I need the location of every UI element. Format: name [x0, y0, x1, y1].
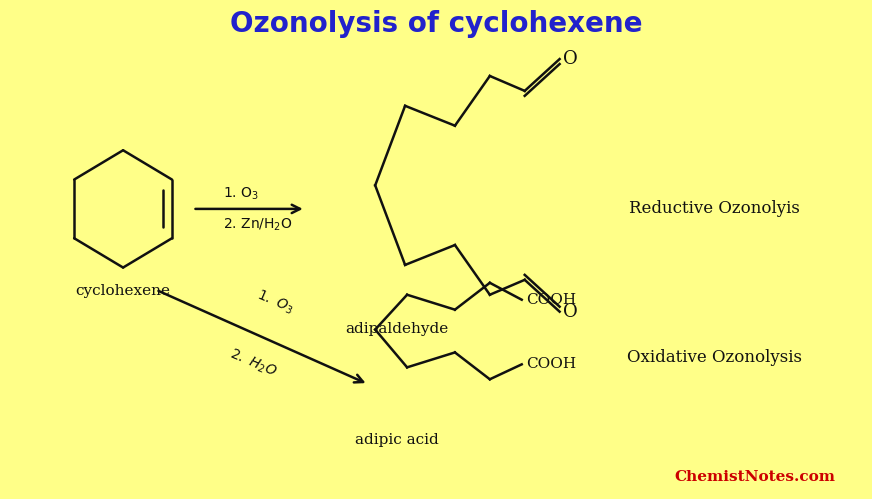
Text: COOH: COOH [526, 357, 576, 371]
Text: $\mathit{2.\ H_2O}$: $\mathit{2.\ H_2O}$ [228, 346, 280, 381]
Text: Ozonolysis of cyclohexene: Ozonolysis of cyclohexene [229, 10, 643, 38]
Text: Reductive Ozonolyis: Reductive Ozonolyis [629, 201, 800, 218]
Text: COOH: COOH [526, 293, 576, 307]
Text: 2. Zn/H$_2$O: 2. Zn/H$_2$O [223, 216, 293, 233]
Text: adipic acid: adipic acid [355, 433, 439, 447]
Text: 1. O$_3$: 1. O$_3$ [223, 185, 259, 202]
Text: ChemistNotes.com: ChemistNotes.com [675, 470, 836, 484]
Text: $\mathit{1.\ O_3}$: $\mathit{1.\ O_3}$ [254, 287, 296, 317]
Text: adipaldehyde: adipaldehyde [345, 322, 448, 336]
Text: O: O [563, 303, 578, 321]
Text: cyclohexene: cyclohexene [76, 284, 171, 298]
Text: Oxidative Ozonolysis: Oxidative Ozonolysis [627, 349, 801, 366]
Text: O: O [563, 50, 578, 68]
